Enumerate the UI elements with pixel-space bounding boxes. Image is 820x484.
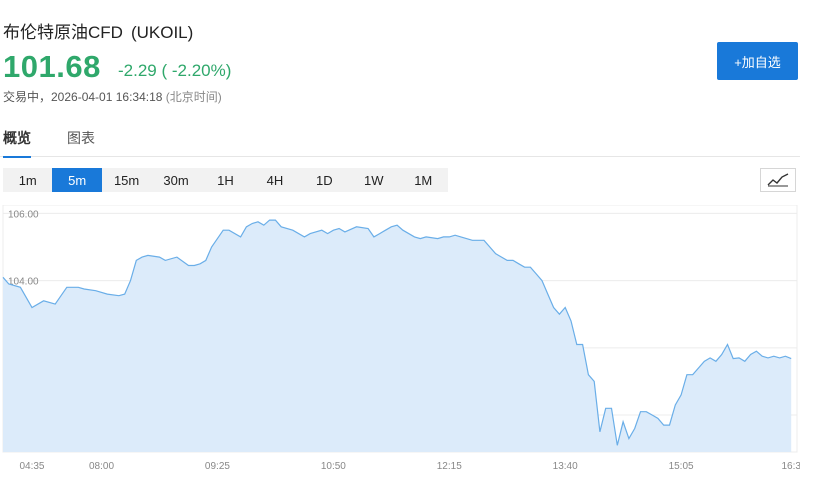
instrument-name: 布伦特原油CFD	[3, 23, 123, 42]
view-tabs: 概览 图表	[0, 128, 800, 158]
x-tick-label: 10:50	[321, 461, 346, 472]
period-1m[interactable]: 1m	[18, 172, 37, 188]
price-chart[interactable]: 106.00104.00102.00100.0004:3508:0009:251…	[0, 204, 801, 479]
period-4h[interactable]: 4H	[266, 172, 284, 188]
period-5m[interactable]: 5m	[52, 168, 102, 192]
x-tick-label: 09:25	[205, 461, 230, 472]
timezone-label: (北京时间)	[165, 90, 222, 104]
period-1w[interactable]: 1W	[364, 172, 384, 188]
price-chart-svg: 106.00104.00102.00100.0004:3508:0009:251…	[2, 204, 801, 472]
tab-chart[interactable]: 图表	[67, 130, 95, 146]
line-chart-icon	[767, 173, 789, 187]
period-selector: 1m 5m 15m 30m 1H 4H 1D 1W 1M	[3, 168, 448, 192]
period-15m[interactable]: 15m	[113, 172, 140, 188]
price-area-fill	[3, 220, 792, 452]
trading-status: 交易中，2026-04-01 16:34:18 (北京时间)	[3, 88, 222, 105]
y-tick-label: 106.00	[8, 209, 39, 220]
chart-type-toggle[interactable]	[760, 168, 796, 192]
x-tick-label: 12:15	[437, 461, 462, 472]
period-30m[interactable]: 30m	[163, 172, 189, 188]
x-tick-label: 13:40	[553, 461, 578, 472]
x-tick-label: 04:35	[19, 461, 44, 472]
x-tick-label: 15:05	[669, 461, 694, 472]
add-to-watchlist-button[interactable]: +加自选	[717, 42, 798, 80]
y-tick-label: 104.00	[8, 277, 39, 288]
x-tick-label: 16:3	[781, 461, 800, 472]
period-1mo[interactable]: 1M	[414, 172, 433, 188]
price-line	[2, 219, 792, 446]
instrument-title: 布伦特原油CFD (UKOIL)	[3, 18, 193, 43]
last-price: 101.68	[3, 49, 101, 84]
period-1d[interactable]: 1D	[316, 172, 333, 188]
tab-overview[interactable]: 概览	[3, 128, 31, 158]
x-tick-label: 08:00	[89, 461, 114, 472]
instrument-code: (UKOIL)	[130, 23, 194, 42]
price-change: -2.29 ( -2.20%)	[118, 61, 232, 80]
period-1h[interactable]: 1H	[217, 172, 234, 188]
trading-status-text: 交易中，2026-04-01 16:34:18	[3, 90, 163, 104]
